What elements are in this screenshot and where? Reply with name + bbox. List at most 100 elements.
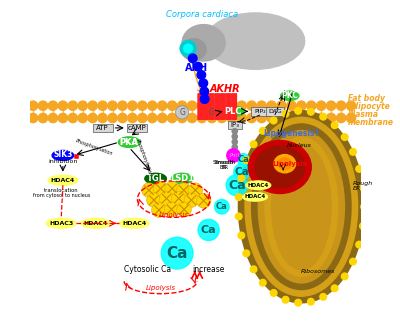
Circle shape [260,280,266,286]
Circle shape [350,149,356,155]
Circle shape [331,122,338,129]
FancyBboxPatch shape [251,107,269,116]
FancyBboxPatch shape [93,124,112,132]
Ellipse shape [205,13,305,69]
Circle shape [234,164,250,180]
Circle shape [38,101,48,110]
Circle shape [243,250,250,257]
Ellipse shape [278,158,292,169]
Text: PLC: PLC [225,107,242,116]
Circle shape [350,258,356,265]
Circle shape [197,101,207,110]
Ellipse shape [223,106,244,117]
Text: AKH: AKH [186,63,208,72]
Circle shape [297,101,306,110]
Circle shape [188,183,203,197]
Circle shape [118,113,127,123]
Ellipse shape [274,155,296,173]
FancyBboxPatch shape [128,124,147,132]
Circle shape [316,113,326,123]
Ellipse shape [258,131,344,283]
Circle shape [356,166,362,172]
Circle shape [232,145,238,150]
Text: LSD1: LSD1 [170,174,194,183]
Circle shape [270,117,277,124]
Circle shape [361,203,368,210]
Circle shape [346,101,356,110]
Circle shape [207,113,216,123]
Circle shape [227,113,236,123]
Ellipse shape [272,144,331,270]
Ellipse shape [281,91,299,101]
Circle shape [184,193,199,207]
Circle shape [238,232,245,239]
Circle shape [48,101,58,110]
FancyBboxPatch shape [204,94,208,119]
Circle shape [68,101,78,110]
Text: HDAC4: HDAC4 [51,178,75,183]
Circle shape [277,113,286,123]
Circle shape [237,113,246,123]
Text: Lipolysis: Lipolysis [159,212,189,218]
Circle shape [227,149,240,162]
Circle shape [236,213,242,220]
Circle shape [360,184,366,191]
Text: Nucleus: Nucleus [286,143,312,148]
Ellipse shape [181,39,206,60]
Circle shape [308,109,314,115]
Circle shape [243,157,250,163]
Circle shape [148,101,157,110]
Circle shape [307,113,316,123]
Circle shape [227,101,236,110]
Text: translocation: translocation [44,188,78,193]
Circle shape [98,101,107,110]
Circle shape [250,266,257,273]
Text: Ca: Ca [234,167,249,177]
Text: DAG: DAG [268,109,282,114]
Circle shape [172,191,186,206]
Circle shape [260,128,266,134]
Ellipse shape [182,25,225,61]
Circle shape [159,191,174,206]
Circle shape [250,141,257,148]
Text: IP₃R: IP₃R [227,153,240,158]
Circle shape [168,113,177,123]
Circle shape [287,101,296,110]
Circle shape [214,199,229,214]
Circle shape [341,273,348,280]
Circle shape [226,175,247,196]
Text: HDAC4: HDAC4 [122,221,146,226]
Circle shape [346,113,356,123]
Circle shape [360,223,366,229]
Circle shape [184,44,192,53]
Circle shape [277,101,286,110]
Circle shape [236,194,242,200]
Circle shape [237,101,246,110]
Circle shape [78,113,87,123]
Text: Ca: Ca [228,179,246,192]
Circle shape [187,101,197,110]
Circle shape [176,106,189,119]
Circle shape [326,101,336,110]
Circle shape [199,79,208,88]
Text: cAMP: cAMP [128,125,147,131]
Circle shape [238,175,245,181]
Circle shape [138,113,147,123]
Circle shape [200,95,209,104]
Circle shape [128,113,137,123]
Text: ER: ER [220,165,227,169]
Circle shape [247,101,256,110]
Circle shape [257,113,266,123]
Text: HDAC3: HDAC3 [49,221,73,226]
Ellipse shape [265,137,338,276]
Circle shape [257,101,266,110]
Circle shape [331,285,338,292]
Text: Fat body: Fat body [348,94,385,103]
Circle shape [308,298,314,305]
Circle shape [187,113,197,123]
Text: HDAC4: HDAC4 [244,194,266,199]
Ellipse shape [46,218,76,228]
Ellipse shape [255,146,305,188]
Circle shape [217,101,226,110]
Circle shape [88,101,97,110]
